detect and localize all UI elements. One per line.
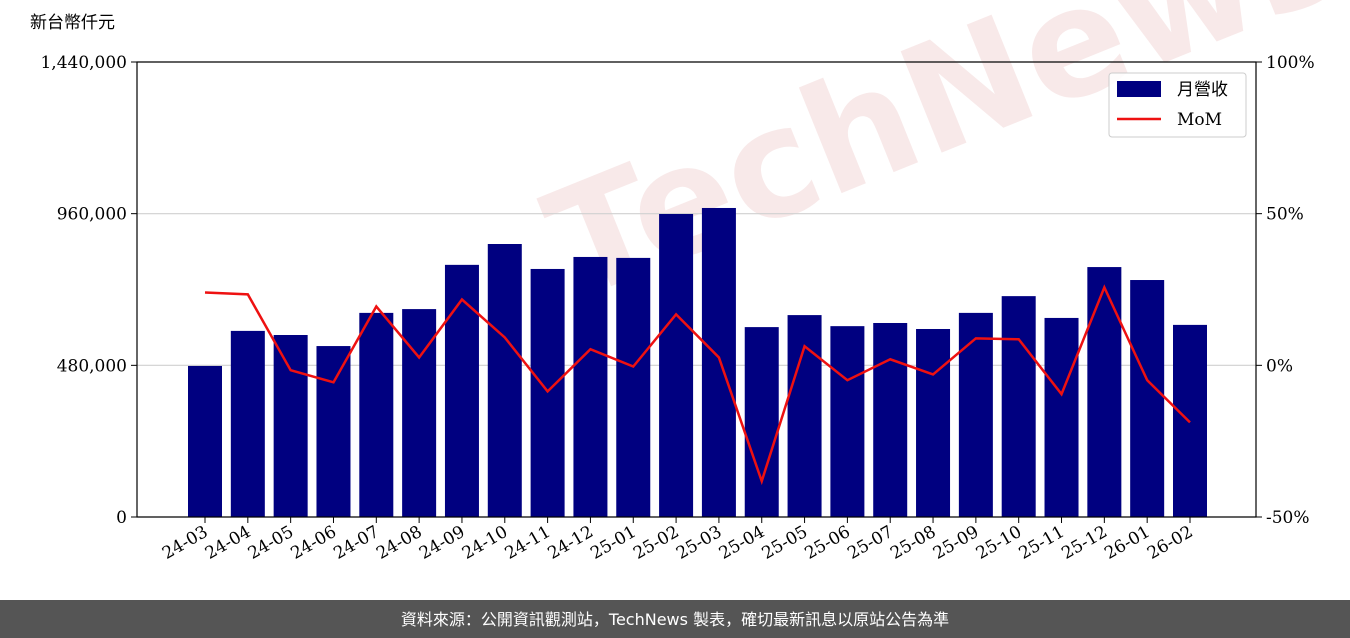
x-tick-label: 25-06 <box>801 522 853 564</box>
x-tick-label: 25-11 <box>1016 522 1068 564</box>
bar <box>659 213 694 517</box>
y-tick-label: 1,440,000 <box>40 53 127 73</box>
bar <box>573 256 608 517</box>
bar <box>230 330 265 517</box>
x-tick-label: 24-06 <box>288 522 340 564</box>
x-tick-label: 24-07 <box>330 522 382 564</box>
x-tick-label: 25-02 <box>630 522 682 564</box>
bar <box>1130 280 1165 517</box>
x-tick-label: 26-02 <box>1144 522 1196 564</box>
x-tick-label: 25-07 <box>844 522 896 564</box>
legend-label: MoM <box>1177 110 1222 130</box>
y-tick-label: 960,000 <box>57 205 127 225</box>
footer <box>0 600 1350 638</box>
bar <box>701 207 736 517</box>
y2-tick-label: -50% <box>1266 508 1310 528</box>
x-tick-label: 25-03 <box>673 522 725 564</box>
bar <box>1087 267 1122 517</box>
bar <box>487 244 522 517</box>
x-tick-label: 24-05 <box>245 522 297 564</box>
bar <box>916 328 951 517</box>
y-tick-label: 480,000 <box>57 356 127 376</box>
y-tick-label: 0 <box>116 508 127 528</box>
x-tick-label: 24-12 <box>544 522 596 564</box>
bar <box>958 312 993 517</box>
x-tick-label: 26-01 <box>1101 522 1153 564</box>
bar <box>830 326 865 517</box>
bar <box>1044 317 1079 517</box>
x-tick-label: 25-05 <box>759 522 811 564</box>
bar <box>316 346 351 517</box>
x-tick-label: 25-12 <box>1058 522 1110 564</box>
bar <box>273 335 308 517</box>
y2-tick-label: 0% <box>1266 356 1293 376</box>
legend-label: 月營收 <box>1177 80 1228 100</box>
bar <box>444 264 479 517</box>
bar <box>359 312 394 517</box>
y2-tick-label: 100% <box>1266 53 1315 73</box>
y2-tick-label: 50% <box>1266 205 1304 225</box>
x-tick-label: 24-10 <box>459 522 511 564</box>
source-note: 資料來源：公開資訊觀測站，TechNews 製表，確切最新訊息以原站公告為準 <box>401 610 949 629</box>
x-tick-label: 25-10 <box>973 522 1025 564</box>
x-tick-label: 24-04 <box>202 522 254 564</box>
x-tick-label: 25-08 <box>887 522 939 564</box>
x-tick-label: 25-09 <box>930 522 982 564</box>
bar <box>616 257 651 517</box>
legend-swatch <box>1117 81 1161 97</box>
x-tick-label: 24-03 <box>159 522 211 564</box>
x-tick-label: 24-09 <box>416 522 468 564</box>
line <box>204 284 1191 486</box>
bar <box>188 365 222 517</box>
y-axis-label: 新台幣仟元 <box>30 13 115 33</box>
bar <box>1001 296 1036 517</box>
bar <box>744 327 779 517</box>
bar <box>873 322 908 517</box>
x-tick-label: 24-11 <box>502 522 554 564</box>
x-tick-label: 25-01 <box>587 522 639 564</box>
plot-frame <box>136 61 1257 518</box>
x-tick-label: 25-04 <box>716 522 768 564</box>
x-tick-label: 24-08 <box>373 522 425 564</box>
